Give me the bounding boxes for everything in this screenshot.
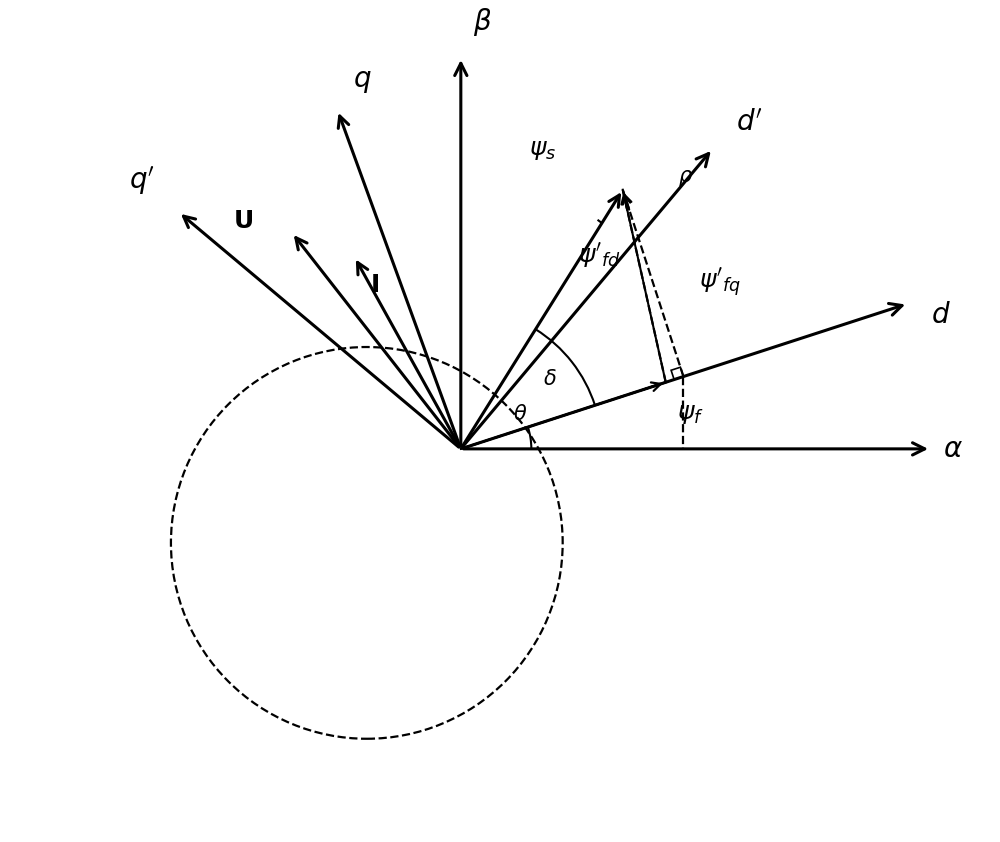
Text: $d'$: $d'$ — [736, 109, 763, 137]
Text: $q$: $q$ — [353, 67, 372, 94]
Text: $d$: $d$ — [931, 301, 951, 329]
Text: $\psi_f$: $\psi_f$ — [677, 402, 704, 426]
Text: $\rho$: $\rho$ — [678, 168, 693, 188]
Text: $\psi'_{fq}$: $\psi'_{fq}$ — [699, 267, 741, 300]
Text: $q'$: $q'$ — [129, 164, 155, 196]
Text: $\mathbf{U}$: $\mathbf{U}$ — [233, 209, 253, 233]
Text: $\mathbf{I}$: $\mathbf{I}$ — [370, 273, 379, 296]
Text: $\delta$: $\delta$ — [543, 370, 557, 389]
Text: $\theta$: $\theta$ — [513, 404, 527, 424]
Text: $\psi'_{fd}$: $\psi'_{fd}$ — [578, 242, 621, 270]
Text: $\alpha$: $\alpha$ — [943, 434, 963, 463]
Text: $\beta$: $\beta$ — [473, 6, 491, 38]
Text: $\psi_s$: $\psi_s$ — [529, 138, 556, 163]
